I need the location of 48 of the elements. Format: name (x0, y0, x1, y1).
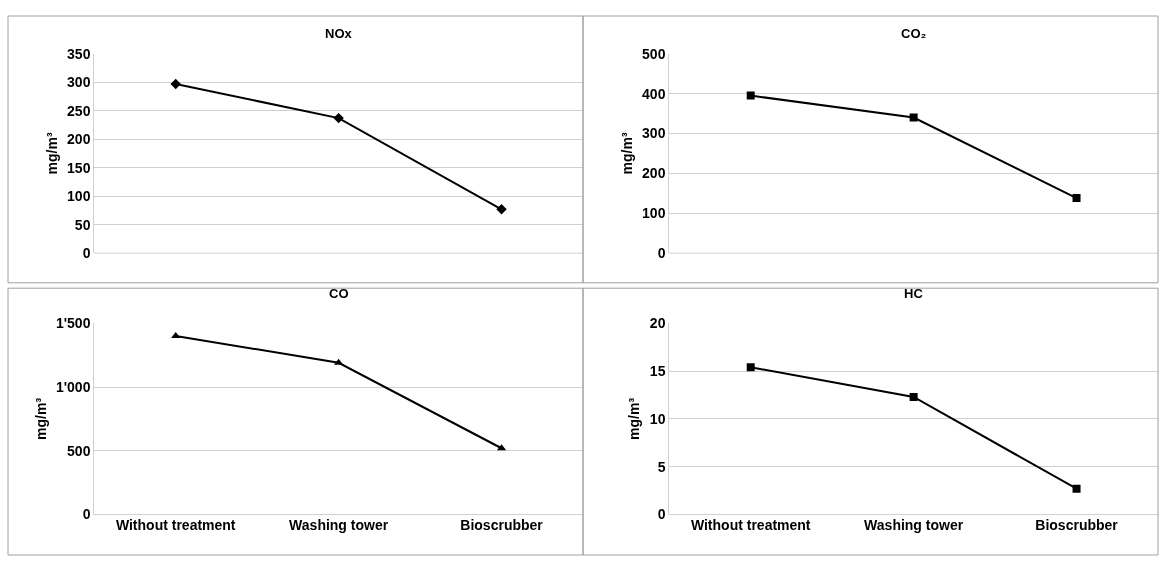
y-tick-label: 1'500 (55, 315, 91, 332)
y-tick-label: 10 (649, 410, 666, 427)
y-tick-label: 300 (642, 125, 666, 142)
y-tick-label: 50 (74, 216, 91, 233)
chart-title: HC (904, 286, 924, 301)
y-tick-label: 500 (642, 45, 666, 62)
y-axis-title: mg/m³ (43, 132, 60, 175)
y-tick-label: 300 (67, 74, 91, 91)
point (1072, 194, 1081, 203)
chart-title: NOx (325, 26, 353, 41)
y-tick-label: 15 (649, 362, 666, 379)
y-tick-label: 0 (657, 245, 666, 262)
y-tick-label: 100 (67, 188, 91, 205)
x-tick-label: Bioscrubber (460, 516, 544, 533)
x-tick-label: Washing tower (864, 516, 964, 533)
y-tick-label: 200 (67, 131, 91, 148)
y-tick-label: 150 (67, 159, 91, 176)
y-axis-title: mg/m³ (626, 397, 643, 440)
y-tick-label: 350 (67, 45, 91, 62)
y-axis-title: mg/m³ (618, 132, 635, 175)
point (496, 204, 507, 215)
y-tick-label: 1'000 (55, 378, 91, 395)
point (171, 331, 181, 338)
x-tick-label: Washing tower (289, 516, 389, 533)
y-tick-label: 0 (82, 245, 91, 262)
x-tick-label: Without treatment (690, 516, 811, 533)
chart-title: CO₂ (901, 26, 927, 41)
y-tick-label: 250 (67, 102, 91, 119)
point (909, 113, 918, 122)
point (746, 363, 755, 372)
y-tick-label: 0 (657, 506, 666, 523)
y-tick-label: 200 (642, 165, 666, 182)
y-tick-label: 400 (642, 85, 666, 102)
x-tick-label: Bioscrubber (1035, 516, 1119, 533)
y-tick-label: 20 (649, 315, 666, 332)
point (333, 112, 344, 124)
y-tick-label: 5 (657, 458, 666, 475)
y-tick-label: 500 (67, 442, 91, 459)
point (1072, 484, 1081, 493)
point (170, 78, 181, 90)
point (746, 91, 755, 100)
y-tick-label: 0 (82, 506, 91, 523)
x-tick-label: Without treatment (115, 516, 236, 533)
y-axis-title: mg/m³ (32, 397, 49, 440)
chart-title: CO (329, 286, 349, 301)
point (909, 392, 918, 401)
point (334, 358, 344, 365)
y-tick-label: 100 (642, 205, 666, 222)
